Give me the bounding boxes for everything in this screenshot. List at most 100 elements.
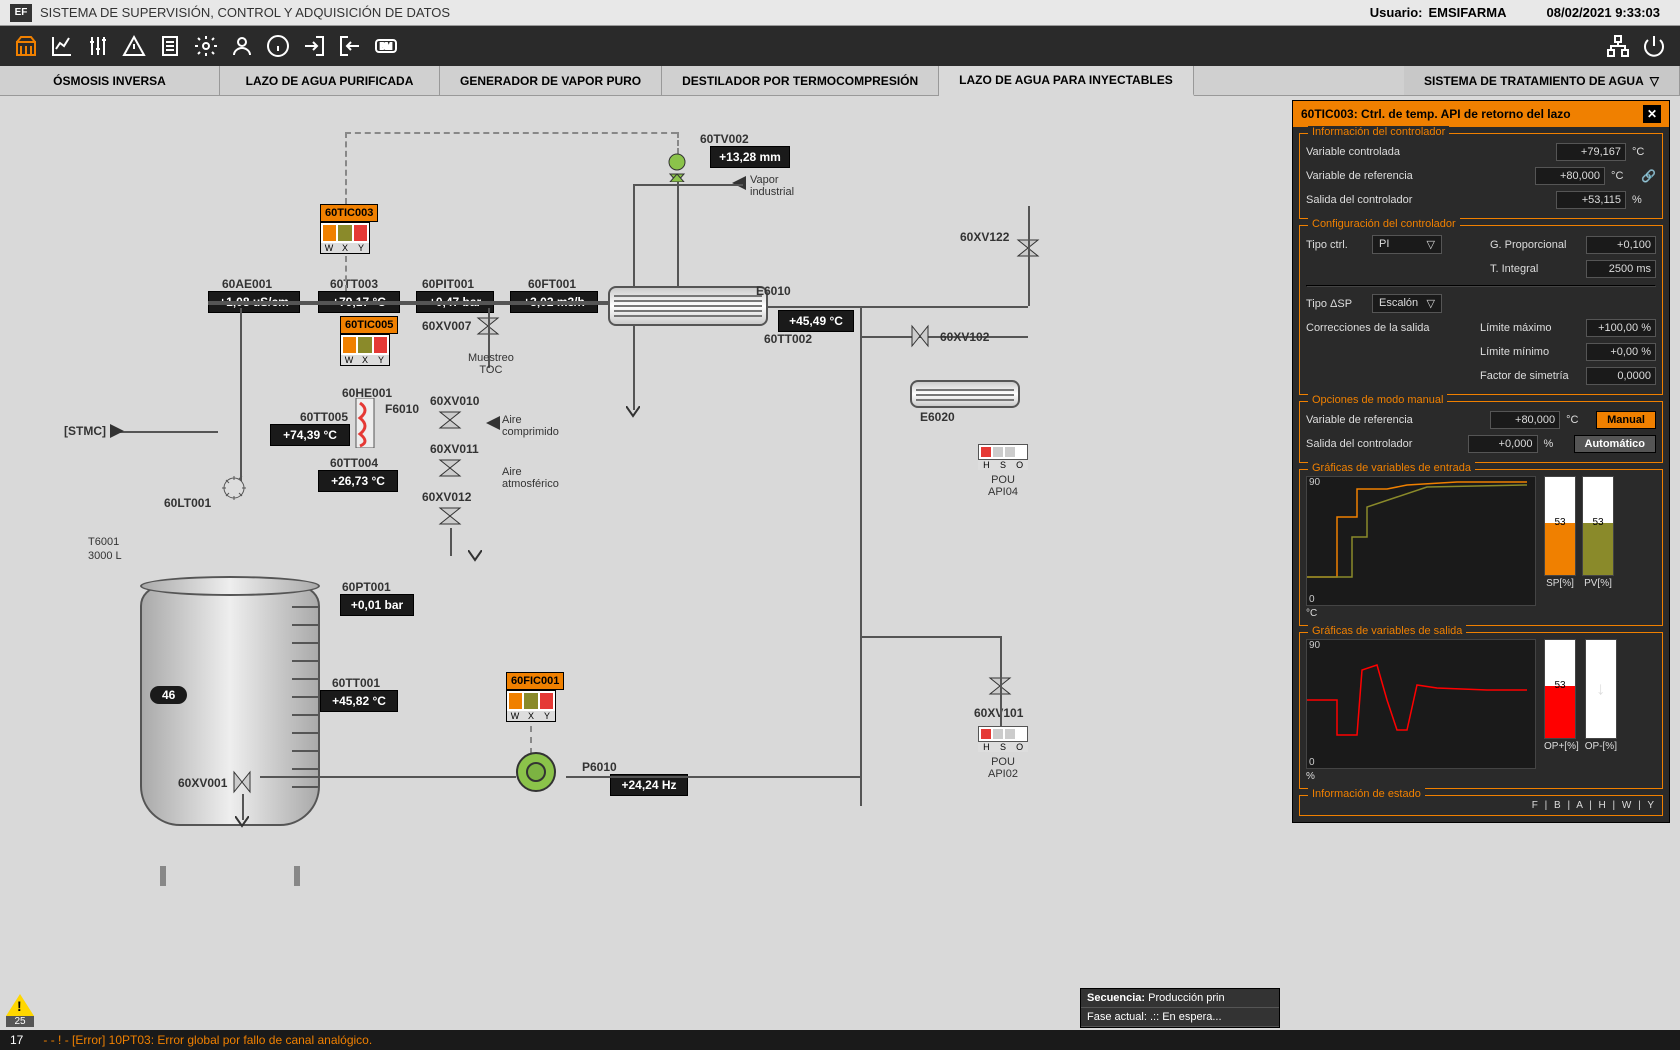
pit001-label: 60PIT001: [422, 277, 474, 291]
opp-bar-label: OP+[%]: [1544, 741, 1579, 752]
info-sp-label: Variable de referencia: [1306, 170, 1529, 182]
tt001-value[interactable]: +45,82 °C: [320, 690, 398, 712]
manual-out-value[interactable]: +0,000: [1468, 435, 1538, 453]
sliders-icon[interactable]: [80, 30, 116, 62]
tv002-value[interactable]: +13,28 mm: [710, 146, 790, 168]
gear-icon[interactable]: [188, 30, 224, 62]
user-icon[interactable]: [224, 30, 260, 62]
section-manual: Opciones de modo manual Variable de refe…: [1299, 401, 1663, 463]
chart-out-title: Gráficas de variables de salida: [1308, 625, 1466, 637]
fsim-label: Factor de simetría: [1480, 370, 1580, 382]
footer-bar: 17 - - ! - [Error] 10PT03: Error global …: [0, 1030, 1680, 1050]
opm-bar-label: OP-[%]: [1585, 741, 1617, 752]
toolbar: BM: [0, 26, 1680, 66]
chart-out-xunit: %: [1306, 771, 1536, 782]
fsim-value[interactable]: 0,0000: [1586, 367, 1656, 385]
xv101-label: 60XV101: [974, 706, 1023, 720]
pt001-label: 60PT001: [342, 580, 391, 594]
network-icon[interactable]: [1600, 30, 1636, 62]
home-icon[interactable]: [8, 30, 44, 62]
tab-inyectables[interactable]: LAZO DE AGUA PARA INYECTABLES: [939, 66, 1194, 96]
info-pv-label: Variable controlada: [1306, 146, 1550, 158]
auto-button[interactable]: Automático: [1574, 435, 1657, 453]
process-diagram: [STMC] 60AE001 +1,08 uS/cm 60TT003 +79,1…: [0, 96, 1045, 1020]
lim-max-label: Límite máximo: [1480, 322, 1580, 334]
tic005-tag[interactable]: 60TIC005: [340, 316, 398, 334]
lim-max-value[interactable]: +100,00 %: [1586, 319, 1656, 337]
vapor-label: Vapor industrial: [750, 174, 794, 198]
tipo-dsp-dropdown[interactable]: Escalón▽: [1372, 294, 1442, 313]
info-out-label: Salida del controlador: [1306, 194, 1550, 206]
he001-heater-icon: [350, 398, 380, 448]
ft001-label: 60FT001: [528, 277, 576, 291]
tab-agua-purificada[interactable]: LAZO DE AGUA PURIFICADA: [220, 66, 440, 95]
tt001-label: 60TT001: [332, 676, 380, 690]
sequence-box: Secuencia: Producción prin Fase actual: …: [1080, 988, 1280, 1028]
xv010-label: 60XV010: [430, 394, 479, 408]
tic005-panel[interactable]: WXY: [340, 334, 390, 366]
xv007-label: 60XV007: [422, 319, 471, 333]
tab-sistema[interactable]: SISTEMA DE TRATAMIENTO DE AGUA▽: [1404, 66, 1680, 95]
tab-destilador[interactable]: DESTILADOR POR TERMOCOMPRESIÓN: [662, 66, 939, 95]
info-out-value: +53,115: [1556, 191, 1626, 209]
info-pv-value: +79,167: [1556, 143, 1626, 161]
tab-vapor-puro[interactable]: GENERADOR DE VAPOR PURO: [440, 66, 662, 95]
app-title: SISTEMA DE SUPERVISIÓN, CONTROL Y ADQUIS…: [40, 5, 1370, 20]
section-chart-out: Gráficas de variables de salida 90 0 % 5…: [1299, 632, 1663, 789]
header-bar: EF SISTEMA DE SUPERVISIÓN, CONTROL Y ADQ…: [0, 0, 1680, 26]
section-info-title: Información del controlador: [1308, 126, 1449, 138]
pump-p6010[interactable]: [516, 752, 566, 802]
power-icon[interactable]: [1636, 30, 1672, 62]
app-logo: EF: [10, 4, 32, 22]
close-icon[interactable]: ✕: [1643, 105, 1661, 123]
tipo-ctrl-dropdown[interactable]: PI▽: [1372, 235, 1442, 254]
xv102-label: 60XV102: [940, 330, 989, 344]
lim-min-value[interactable]: +0,00 %: [1586, 343, 1656, 361]
xv012-label: 60XV012: [422, 490, 471, 504]
manual-vref-value[interactable]: +80,000: [1490, 411, 1560, 429]
tint-value[interactable]: 2500 ms: [1586, 260, 1656, 278]
chart-in: 90 0: [1306, 476, 1536, 606]
e6010-exchanger: [608, 286, 768, 326]
panel-title-text: 60TIC003: Ctrl. de temp. API de retorno …: [1301, 107, 1571, 121]
clipboard-icon[interactable]: [152, 30, 188, 62]
t6001-cap: 3000 L: [88, 550, 122, 562]
muestreo-label: Muestreo TOC: [468, 352, 514, 376]
alarm-indicator[interactable]: 25: [6, 994, 34, 1028]
logout-icon[interactable]: [332, 30, 368, 62]
gprop-value[interactable]: +0,100: [1586, 236, 1656, 254]
info-sp-value[interactable]: +80,000: [1535, 167, 1605, 185]
manual-out-label: Salida del controlador: [1306, 438, 1462, 450]
xv102-valve-icon: [908, 324, 932, 348]
alarm-count: 25: [6, 1016, 34, 1027]
section-config: Configuración del controlador Tipo ctrl.…: [1299, 225, 1663, 395]
pou-api04: HSO: [978, 444, 1028, 470]
tab-osmosis[interactable]: ÓSMOSIS INVERSA: [0, 66, 220, 95]
datetime: 08/02/2021 9:33:03: [1547, 5, 1660, 20]
trend-icon[interactable]: [44, 30, 80, 62]
chart-in-title: Gráficas de variables de entrada: [1308, 462, 1475, 474]
pt001-value[interactable]: +0,01 bar: [340, 594, 414, 616]
alarm-icon[interactable]: [116, 30, 152, 62]
aire-atm-label: Aire atmosférico: [502, 466, 559, 490]
info-icon[interactable]: [260, 30, 296, 62]
footer-msg: - - ! - [Error] 10PT03: Error global por…: [43, 1033, 372, 1047]
bm-icon[interactable]: BM: [368, 30, 404, 62]
tint-label: T. Integral: [1490, 263, 1580, 275]
tic003-tag[interactable]: 60TIC003: [320, 204, 378, 222]
pou-api02-label: POU API02: [988, 756, 1018, 780]
tipo-dsp-label: Tipo ΔSP: [1306, 298, 1366, 310]
tic003-panel[interactable]: WXY: [320, 222, 370, 254]
tt005-value[interactable]: +74,39 °C: [270, 424, 350, 446]
fic001-tag[interactable]: 60FIC001: [506, 672, 564, 690]
tab-bar: ÓSMOSIS INVERSA LAZO DE AGUA PURIFICADA …: [0, 66, 1680, 96]
tt002-value[interactable]: +45,49 °C: [778, 310, 854, 332]
tt004-value[interactable]: +26,73 °C: [318, 470, 398, 492]
manual-button[interactable]: Manual: [1596, 411, 1656, 429]
e6020-exchanger: [910, 380, 1020, 408]
gprop-label: G. Proporcional: [1490, 239, 1580, 251]
status-flags: F | B | A | H | W | Y: [1306, 800, 1656, 811]
link-icon[interactable]: 🔗: [1641, 169, 1656, 183]
login-icon[interactable]: [296, 30, 332, 62]
fic001-panel[interactable]: WXY: [506, 690, 556, 722]
